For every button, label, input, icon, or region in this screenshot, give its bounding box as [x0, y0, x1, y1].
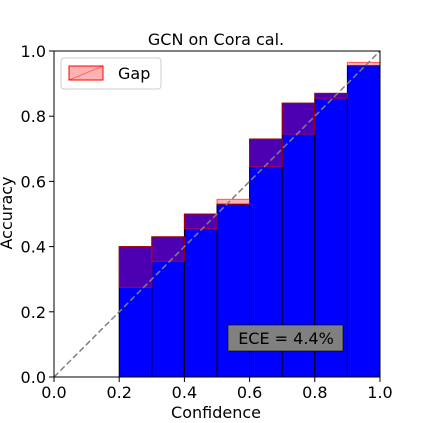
- legend-swatch-gap: [68, 65, 104, 81]
- x-tick-label: 0.2: [106, 383, 131, 402]
- accuracy-bar: [183, 213, 218, 378]
- x-axis-ticks: 0.0 0.2 0.4 0.6 0.8 1.0: [41, 377, 393, 402]
- perfect-calibration-line: [53, 50, 381, 378]
- accuracy-bar: [151, 236, 185, 378]
- gap-bars: [118, 61, 381, 288]
- accuracy-bar: [346, 65, 381, 378]
- ece-annotation-box: [227, 324, 344, 352]
- chart-title: GCN on Cora cal.: [148, 30, 284, 49]
- legend-label-gap: Gap: [118, 64, 150, 83]
- gap-bar: [249, 138, 283, 168]
- plot-frame: [53, 50, 381, 378]
- gap-bar: [314, 92, 348, 99]
- gap-bar: [151, 236, 185, 262]
- x-tick-label: 0.6: [237, 383, 262, 402]
- y-tick-label: 1.0: [21, 42, 46, 61]
- x-tick-label: 0.8: [302, 383, 327, 402]
- gap-bar: [118, 246, 153, 288]
- gap-bar: [346, 61, 381, 67]
- ece-annotation: ECE = 4.4%: [227, 324, 344, 352]
- y-tick-label: 0.4: [21, 238, 46, 257]
- x-tick-label: 0.4: [172, 383, 197, 402]
- gap-bar: [183, 213, 218, 230]
- accuracy-bar: [118, 246, 153, 378]
- y-axis-ticks: 0.0 0.2 0.4 0.6 0.8 1.0: [21, 42, 54, 387]
- y-axis-label: Accuracy: [0, 176, 16, 249]
- legend: Gap: [60, 57, 162, 90]
- legend-swatch-hatch: [68, 65, 104, 81]
- y-tick-label: 0.0: [21, 368, 46, 387]
- y-tick-label: 0.6: [21, 172, 46, 191]
- gap-bar: [281, 102, 316, 135]
- y-tick-label: 0.8: [21, 107, 46, 126]
- y-tick-label: 0.2: [21, 303, 46, 322]
- x-tick-label: 1.0: [367, 383, 392, 402]
- x-axis-label: Confidence: [171, 403, 261, 422]
- ece-annotation-text: ECE = 4.4%: [238, 329, 334, 348]
- gap-bar: [216, 198, 251, 205]
- x-tick-label: 0.0: [41, 383, 66, 402]
